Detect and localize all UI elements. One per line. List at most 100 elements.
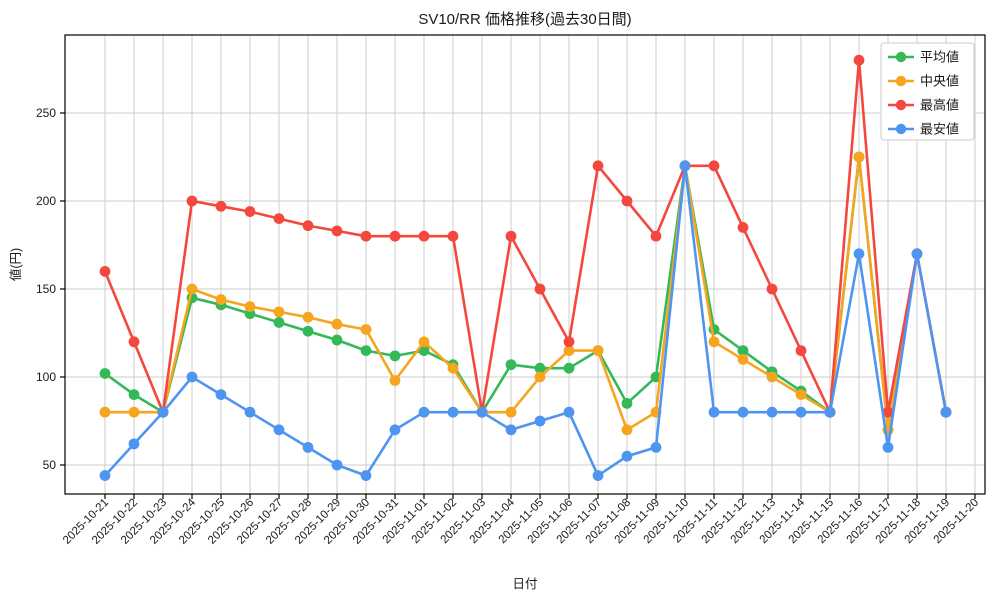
data-point xyxy=(331,459,343,471)
data-point xyxy=(99,470,111,481)
data-point xyxy=(186,195,198,207)
data-point xyxy=(505,406,517,418)
data-point xyxy=(534,415,546,427)
data-point xyxy=(766,283,778,295)
data-point xyxy=(447,230,459,242)
data-point xyxy=(563,345,575,356)
data-point xyxy=(621,195,633,207)
data-point xyxy=(418,230,430,242)
data-point xyxy=(534,362,546,374)
data-point xyxy=(360,230,372,242)
legend-box xyxy=(880,42,975,141)
data-point xyxy=(244,301,256,312)
y-tick-label: 50 xyxy=(43,458,57,472)
data-point xyxy=(389,230,401,242)
data-point xyxy=(824,406,836,418)
data-point xyxy=(128,336,140,348)
data-point xyxy=(795,406,807,418)
x-axis-label: 日付 xyxy=(512,577,537,591)
y-tick-label: 200 xyxy=(36,194,56,208)
data-point xyxy=(534,283,546,295)
y-axis-label: 値(円) xyxy=(8,248,23,281)
data-point xyxy=(853,151,865,163)
y-tick-label: 100 xyxy=(36,370,56,384)
data-point xyxy=(99,368,111,379)
data-point xyxy=(882,406,894,418)
data-point xyxy=(621,398,633,409)
data-point xyxy=(389,375,401,386)
data-point xyxy=(737,354,749,365)
data-point xyxy=(302,311,314,323)
data-point xyxy=(766,406,778,418)
data-point xyxy=(331,334,343,346)
data-point xyxy=(360,345,372,356)
data-point xyxy=(99,266,111,277)
data-point xyxy=(215,294,227,305)
data-point xyxy=(737,406,749,418)
data-point xyxy=(563,362,575,374)
data-point xyxy=(418,336,430,348)
data-point xyxy=(215,200,227,212)
data-point xyxy=(447,362,459,374)
legend-marker-dot xyxy=(895,123,907,135)
data-point xyxy=(592,345,604,356)
data-point xyxy=(795,389,807,400)
data-point xyxy=(882,442,894,453)
data-point xyxy=(911,248,923,260)
data-point xyxy=(273,213,285,225)
data-point xyxy=(708,160,720,172)
legend-label: 最高値 xyxy=(920,98,959,113)
data-point xyxy=(679,160,691,172)
data-point xyxy=(418,345,430,356)
chart-title: SV10/RR 価格推移(過去30日間) xyxy=(418,11,631,28)
data-point xyxy=(331,225,343,237)
data-point xyxy=(418,406,430,418)
data-point xyxy=(157,406,169,418)
data-point xyxy=(331,318,343,330)
data-point xyxy=(273,317,285,328)
data-point xyxy=(128,406,140,418)
data-point xyxy=(708,406,720,418)
data-point xyxy=(737,345,749,356)
legend-marker-dot xyxy=(895,99,907,111)
data-point xyxy=(244,206,256,217)
data-point xyxy=(389,350,401,362)
y-tick-label: 250 xyxy=(36,106,56,120)
data-point xyxy=(621,424,633,436)
data-point xyxy=(128,389,140,400)
data-point xyxy=(389,424,401,436)
data-point xyxy=(940,406,952,418)
data-point xyxy=(853,248,865,260)
legend-label: 中央値 xyxy=(920,74,959,89)
data-point xyxy=(737,222,749,233)
data-point xyxy=(650,442,662,453)
legend-label: 平均値 xyxy=(920,50,959,65)
legend-marker-dot xyxy=(895,51,907,63)
data-point xyxy=(360,324,372,335)
data-point xyxy=(650,230,662,242)
data-point xyxy=(186,283,198,295)
data-point xyxy=(273,424,285,436)
data-point xyxy=(476,406,488,418)
data-point xyxy=(853,54,865,66)
data-point xyxy=(215,389,227,400)
data-point xyxy=(621,450,633,462)
data-point xyxy=(592,470,604,481)
data-point xyxy=(505,359,517,371)
data-point xyxy=(273,306,285,318)
data-point xyxy=(563,406,575,418)
data-point xyxy=(302,325,314,337)
data-point xyxy=(244,406,256,418)
legend-label: 最安値 xyxy=(920,122,959,137)
data-point xyxy=(708,336,720,348)
data-point xyxy=(563,336,575,348)
data-point xyxy=(128,438,140,450)
data-point xyxy=(447,406,459,418)
data-point xyxy=(505,424,517,436)
data-point xyxy=(592,160,604,172)
data-point xyxy=(534,371,546,383)
data-point xyxy=(186,371,198,383)
